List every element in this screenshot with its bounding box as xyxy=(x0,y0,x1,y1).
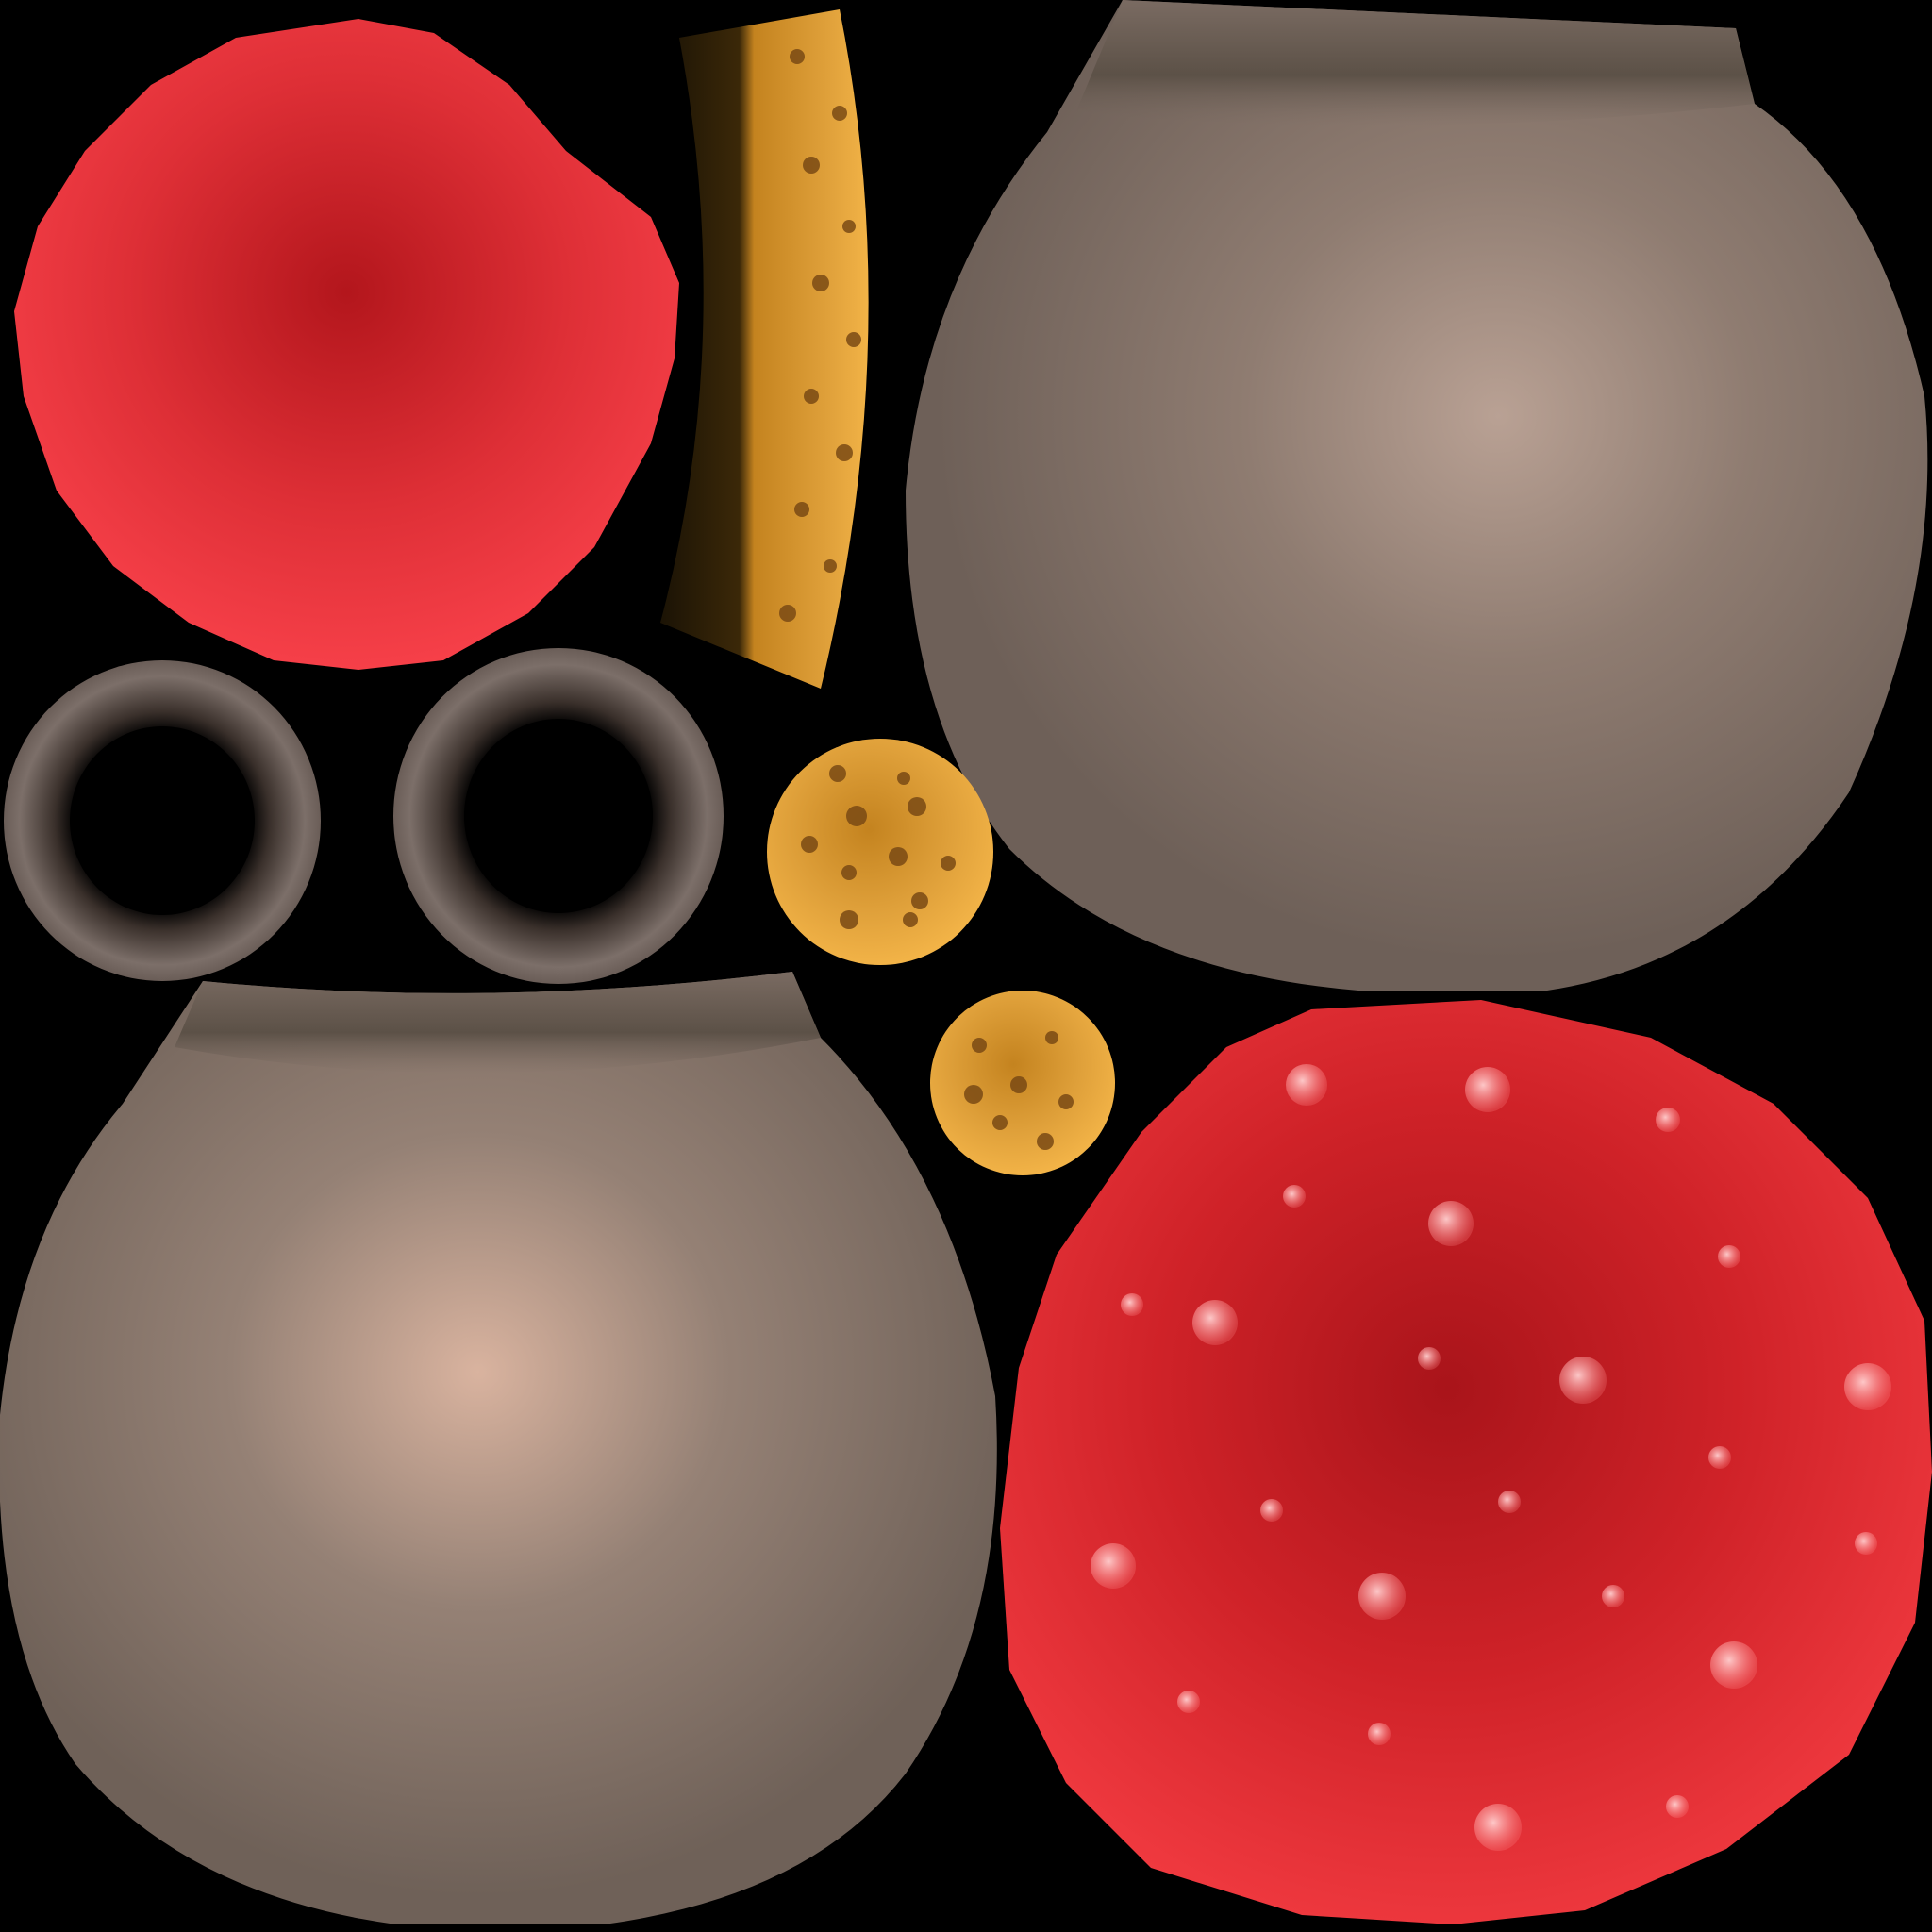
pot-bottom-left xyxy=(0,972,997,1924)
red-sphere-spotted xyxy=(1000,1000,1932,1924)
sponge-strip-holes xyxy=(779,49,861,622)
sponge-disc-small xyxy=(930,991,1115,1175)
ring-left xyxy=(4,660,321,981)
sponge-strip xyxy=(660,9,869,689)
red-sphere-plain xyxy=(14,19,679,670)
pot-top-right xyxy=(906,0,1928,991)
ring-right xyxy=(393,648,724,984)
sphere-spots xyxy=(1091,1064,1891,1851)
sponge-disc-large xyxy=(767,739,993,965)
